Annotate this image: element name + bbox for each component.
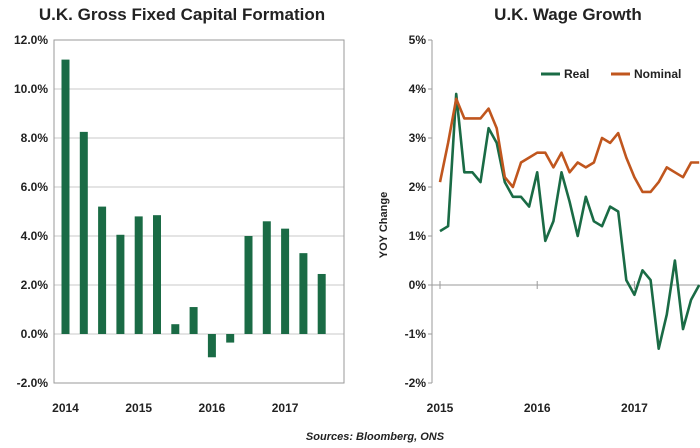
wage-y-tick-label: 0% [409, 278, 427, 292]
gfcf-y-tick-label: 6.0% [21, 180, 49, 194]
wage-line-nominal [438, 97, 700, 194]
gfcf-y-axis: -2.0% 0.0% 2.0% 4.0% 6.0% 8.0% 10.0% 12.0% [14, 33, 48, 390]
gfcf-bar [299, 253, 308, 334]
gfcf-bar [116, 234, 125, 334]
gfcf-x-axis: 2014 2015 2016 2017 [52, 401, 299, 415]
wage-y-axis-label: YOY Change [378, 192, 390, 258]
gfcf-y-tick-label: 12.0% [14, 33, 48, 47]
gfcf-bar [79, 131, 88, 334]
wage-legend: Real Nominal [541, 67, 681, 81]
gfcf-y-tick-label: 4.0% [21, 229, 49, 243]
gfcf-bar [226, 334, 235, 343]
gfcf-plot-frame [53, 39, 345, 384]
gfcf-bar [98, 206, 107, 334]
gfcf-y-tick-label: -2.0% [17, 376, 49, 390]
wage-title: U.K. Wage Growth [494, 5, 642, 24]
gfcf-x-tick-label: 2014 [52, 401, 79, 415]
wage-y-tick-label: 4% [409, 82, 427, 96]
wage-y-tick-label: 2% [409, 180, 427, 194]
gfcf-bar [189, 307, 198, 334]
gfcf-x-tick-label: 2017 [272, 401, 299, 415]
wage-y-tick-label: -1% [405, 327, 427, 341]
gfcf-bar [262, 221, 271, 334]
gfcf-bar [281, 228, 290, 334]
wage-line-real [439, 92, 700, 351]
wage-y-tick-label: 3% [409, 131, 427, 145]
gfcf-bar [171, 324, 180, 334]
legend-real-label: Real [564, 67, 589, 81]
wage-y-tick-label: 5% [409, 33, 427, 47]
gfcf-bars [61, 59, 326, 358]
wage-series [438, 92, 700, 351]
source-note: Sources: Bloomberg, ONS [306, 431, 445, 443]
gfcf-bar [134, 216, 143, 334]
wage-x-tick-label: 2016 [524, 401, 551, 415]
gfcf-x-tick-label: 2016 [199, 401, 226, 415]
gfcf-x-tick-label: 2015 [125, 401, 152, 415]
gfcf-chart: U.K. Gross Fixed Capital Formation -2.0%… [14, 5, 345, 415]
wage-y-tick-label: 1% [409, 229, 427, 243]
wage-x-tick-label: 2017 [621, 401, 648, 415]
wage-x-tick-label: 2015 [427, 401, 454, 415]
gfcf-bar [207, 334, 216, 358]
gfcf-y-tick-label: 10.0% [14, 82, 48, 96]
wage-chart: U.K. Wage Growth YOY Change -2% -1% 0% 1% 2%… [378, 5, 700, 415]
gfcf-bar [61, 59, 70, 334]
gfcf-y-tick-label: 2.0% [21, 278, 49, 292]
legend-nominal-label: Nominal [634, 67, 681, 81]
wage-x-axis: 2015 2016 2017 [427, 281, 648, 415]
gfcf-title: U.K. Gross Fixed Capital Formation [39, 5, 325, 24]
gfcf-bar [244, 236, 253, 334]
wage-y-axis: -2% -1% 0% 1% 2% 3% 4% 5% [405, 33, 432, 390]
gfcf-y-tick-label: 8.0% [21, 131, 49, 145]
gfcf-bar [317, 273, 326, 334]
gfcf-bar [153, 215, 161, 334]
gfcf-y-tick-label: 0.0% [21, 327, 49, 341]
wage-y-tick-label: -2% [405, 376, 427, 390]
